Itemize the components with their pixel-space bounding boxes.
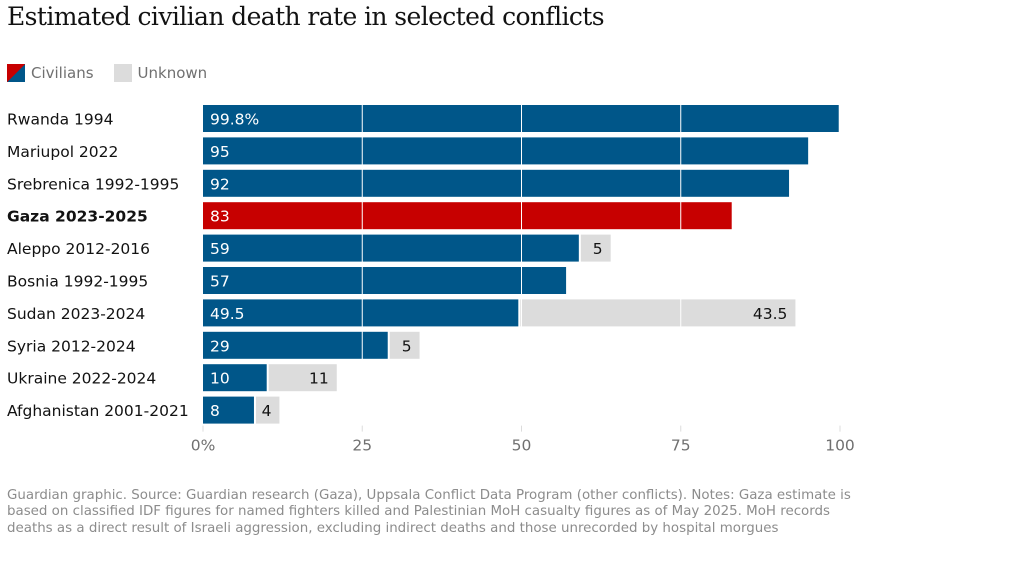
bars-group (203, 105, 839, 424)
data-label-civilians: 59 (210, 240, 230, 258)
data-label-civilians: 8 (210, 402, 220, 420)
bar-civilians (203, 331, 388, 359)
x-tick-label: 50 (512, 437, 532, 455)
bar-civilians (203, 137, 809, 165)
category-label: Gaza 2023-2025 (7, 208, 148, 226)
bar-civilians (203, 396, 254, 424)
data-label-unknown: 43.5 (753, 305, 788, 323)
legend: Civilians Unknown (7, 63, 227, 83)
bar-chart: Rwanda 1994 99.8% Mariupol 2022 95 Srebrenic… (7, 103, 855, 455)
data-label-civilians: 99.8% (210, 111, 259, 129)
data-label-civilians: 92 (210, 175, 230, 193)
category-label: Srebrenica 1992-1995 (7, 175, 179, 193)
category-label: Afghanistan 2001-2021 (7, 402, 189, 420)
data-label-civilians: 83 (210, 208, 230, 226)
legend-item-unknown: Unknown (113, 64, 208, 82)
chart-title: Estimated civilian death rate in selecte… (7, 2, 605, 31)
bar-unknown (580, 234, 611, 262)
bar-civilians (203, 234, 579, 262)
x-tick-label: 75 (671, 437, 691, 455)
data-label-unknown: 4 (262, 402, 272, 420)
legend-item-civilians: Civilians (7, 64, 94, 82)
gridlines-group (202, 103, 841, 432)
category-label: Sudan 2023-2024 (7, 305, 145, 323)
bar-unknown (389, 331, 420, 359)
legend-label-civilians: Civilians (31, 64, 94, 82)
x-tick-label: 25 (352, 437, 372, 455)
bar-civilians (203, 105, 839, 132)
legend-swatch-unknown (113, 64, 132, 82)
category-label: Mariupol 2022 (7, 143, 118, 161)
bar-civilians (203, 364, 267, 392)
legend-label-unknown: Unknown (137, 64, 208, 82)
source-note: Guardian graphic. Source: Guardian resea… (7, 488, 851, 536)
legend-swatch-civilians (7, 64, 25, 82)
bar-civilians (203, 267, 567, 294)
bar-civilians-highlight (203, 202, 732, 230)
data-label-civilians: 29 (210, 337, 230, 355)
category-label: Rwanda 1994 (7, 111, 113, 129)
category-label: Ukraine 2022-2024 (7, 370, 156, 388)
bar-unknown (520, 299, 796, 327)
data-label-civilians: 95 (210, 143, 230, 161)
bar-unknown (268, 364, 337, 392)
x-tick-label: 100 (825, 437, 855, 455)
data-label-unknown: 5 (593, 240, 603, 258)
category-label: Bosnia 1992-1995 (7, 273, 148, 291)
data-label-unknown: 5 (402, 337, 412, 355)
data-label-civilians: 10 (210, 370, 230, 388)
bar-civilians (203, 169, 790, 197)
data-label-unknown: 11 (309, 370, 329, 388)
labels-group: Rwanda 1994 99.8% Mariupol 2022 95 Srebrenic… (7, 111, 855, 455)
bar-unknown (255, 396, 280, 424)
data-label-civilians: 49.5 (210, 305, 245, 323)
category-label: Syria 2012-2024 (7, 337, 136, 355)
data-label-civilians: 57 (210, 273, 230, 291)
category-label: Aleppo 2012-2016 (7, 240, 150, 258)
x-tick-label: 0% (191, 437, 216, 455)
bar-civilians (203, 299, 519, 327)
